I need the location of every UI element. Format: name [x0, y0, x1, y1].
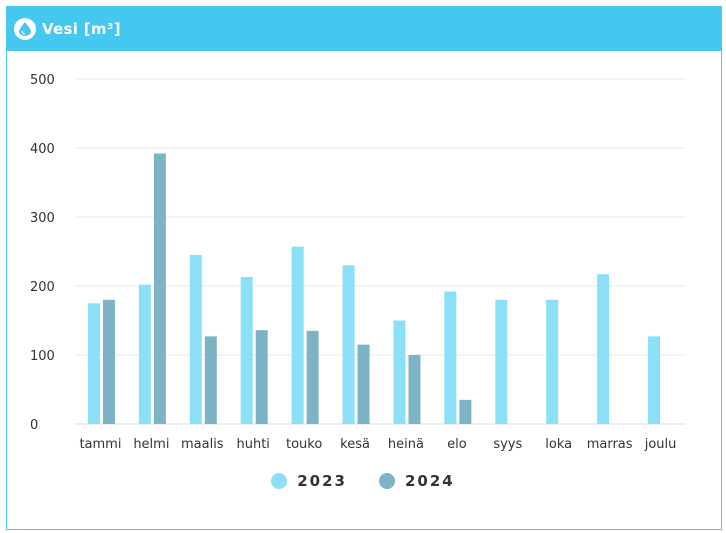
- y-tick-label: 300: [30, 211, 55, 226]
- bar-2023-tammi: [87, 303, 100, 424]
- x-tick-label: touko: [286, 437, 322, 452]
- card-title: Vesi [m³]: [42, 20, 121, 38]
- x-tick-label: helmi: [133, 437, 169, 452]
- bar-2023-maalis: [189, 254, 202, 424]
- bar-2024-helmi: [153, 153, 166, 424]
- x-tick-label: loka: [545, 437, 572, 452]
- y-tick-label: 0: [30, 418, 38, 433]
- bar-2023-touko: [291, 246, 304, 424]
- y-tick-label: 500: [30, 73, 55, 88]
- bar-2024-touko: [306, 330, 319, 424]
- bar-2024-huhti: [255, 330, 268, 424]
- bar-2024-heinä: [408, 355, 421, 424]
- bar-2024-maalis: [204, 336, 217, 424]
- bar-2024-elo: [459, 399, 472, 424]
- x-tick-label: marras: [587, 437, 633, 452]
- bar-2023-kesä: [342, 265, 355, 424]
- x-tick-label: elo: [447, 437, 467, 452]
- water-drop-icon: [14, 18, 36, 40]
- legend-item-2024[interactable]: 2024: [379, 472, 455, 490]
- bar-2023-joulu: [648, 336, 661, 424]
- x-tick-label: kesä: [340, 437, 370, 452]
- legend-label: 2024: [405, 472, 455, 490]
- water-consumption-card: Vesi [m³]: [6, 6, 722, 530]
- bar-2023-helmi: [138, 284, 151, 424]
- legend-swatch: [271, 473, 288, 489]
- bar-2023-heinä: [393, 320, 406, 424]
- bar-2023-elo: [444, 291, 457, 424]
- y-tick-label: 200: [30, 280, 55, 295]
- bar-2024-kesä: [357, 344, 370, 424]
- x-tick-label: heinä: [388, 437, 424, 452]
- x-tick-label: maalis: [181, 437, 224, 452]
- card-header: Vesi [m³]: [7, 7, 721, 51]
- y-tick-label: 400: [30, 142, 55, 157]
- legend-swatch: [379, 473, 395, 489]
- bar-2023-marras: [597, 274, 610, 424]
- legend-label: 2023: [297, 472, 347, 490]
- bar-2023-loka: [546, 299, 559, 424]
- x-tick-label: huhti: [236, 437, 269, 452]
- y-tick-label: 100: [30, 349, 55, 364]
- legend-item-2023[interactable]: 2023: [271, 472, 347, 490]
- chart-legend: 2023 2024: [0, 472, 726, 490]
- bar-2023-syys: [495, 299, 508, 424]
- bar-2024-tammi: [102, 299, 115, 424]
- x-tick-label: syys: [493, 437, 522, 452]
- x-tick-label: tammi: [79, 437, 121, 452]
- x-tick-label: joulu: [644, 437, 677, 452]
- bar-2023-huhti: [240, 277, 253, 424]
